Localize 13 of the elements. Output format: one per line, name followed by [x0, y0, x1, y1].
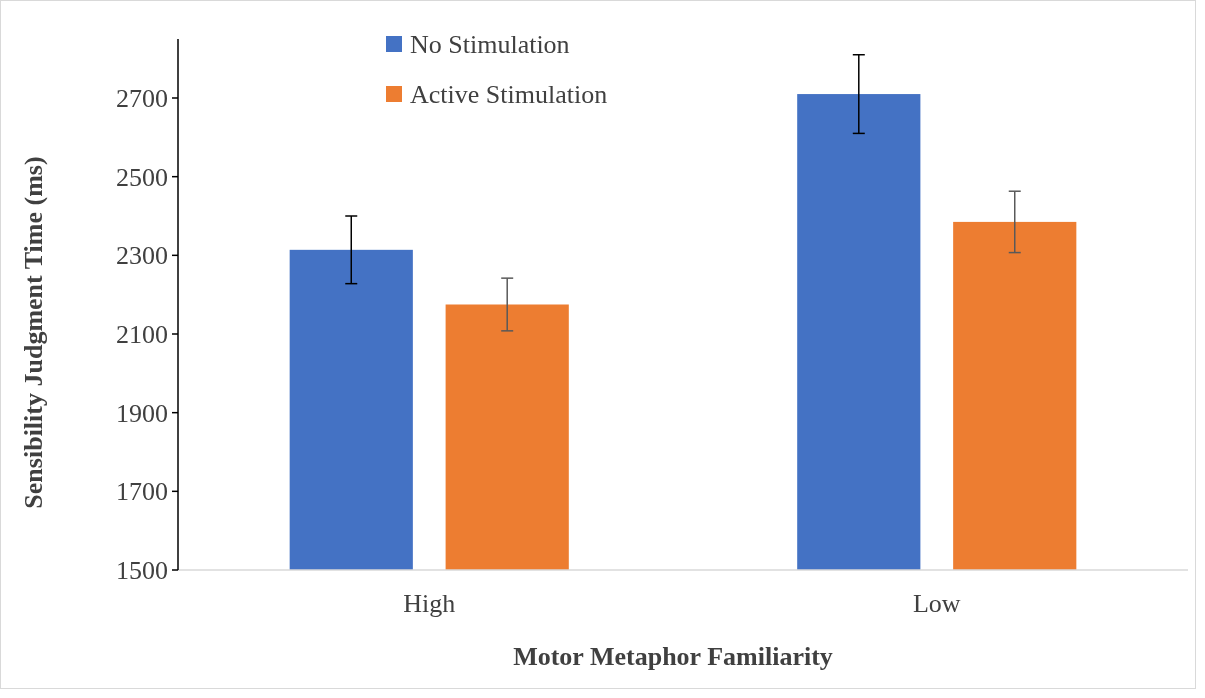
y-tick-label: 2100 — [116, 320, 168, 350]
x-tick-label: High — [403, 589, 456, 618]
y-tick-label: 2500 — [116, 162, 168, 192]
y-tick-label: 1700 — [116, 477, 168, 507]
y-axis-title: Sensibility Judgment Time (ms) — [19, 156, 48, 509]
legend-label: Active Stimulation — [410, 80, 608, 110]
legend-label: No Stimulation — [410, 30, 570, 60]
x-axis-title: Motor Metaphor Familiarity — [513, 642, 833, 671]
y-tick-label: 1900 — [116, 398, 168, 428]
x-tick-label: Low — [912, 589, 961, 618]
y-tick-label: 2300 — [116, 241, 168, 271]
y-tick-label: 2700 — [116, 84, 168, 114]
y-tick-label: 1500 — [116, 556, 168, 586]
